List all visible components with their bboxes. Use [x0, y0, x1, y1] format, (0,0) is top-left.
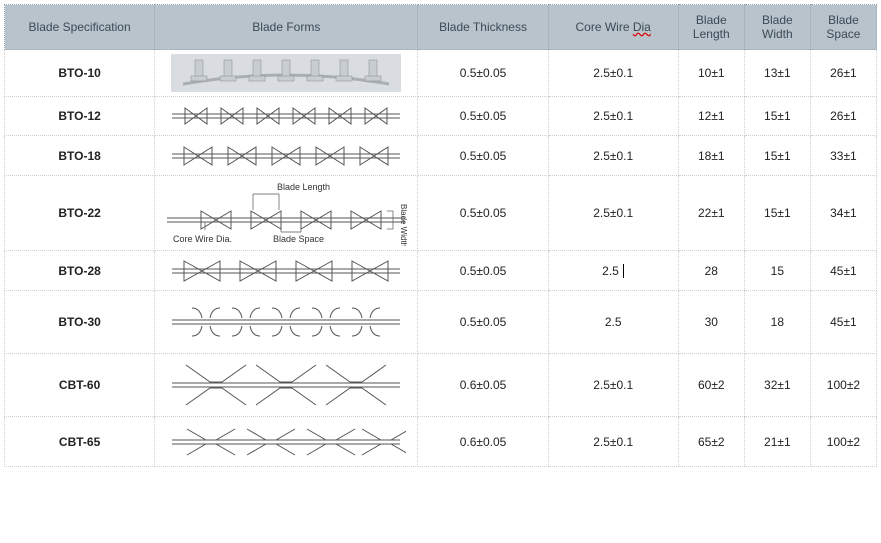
table-row: BTO-12 0.5±0.052.5±0.112±115±126±1	[5, 97, 877, 136]
table-row: BTO-10 0.5±0.052.5±0.110±113±126±1	[5, 50, 877, 97]
cell: BTO-18	[5, 136, 155, 176]
cell: 15±1	[744, 136, 810, 176]
cell: BTO-22	[5, 176, 155, 251]
cell: 2.5±0.1	[548, 417, 678, 467]
cell: 45±1	[810, 251, 876, 291]
cell: 0.5±0.05	[418, 291, 548, 354]
blade-spec-table: Blade SpecificationBlade FormsBlade Thic…	[4, 4, 877, 467]
cell: BTO-30	[5, 291, 155, 354]
column-header: Core Wire Dia	[548, 5, 678, 50]
table-row: BTO-22 Blade Length Core Wire Dia. Blade…	[5, 176, 877, 251]
table-row: BTO-28 0.5±0.052.5 281545±1	[5, 251, 877, 291]
blade-form-diagram	[155, 354, 418, 417]
svg-text:Blade Width: Blade Width	[399, 204, 408, 246]
cell: 15±1	[744, 176, 810, 251]
header-row: Blade SpecificationBlade FormsBlade Thic…	[5, 5, 877, 50]
cell: 13±1	[744, 50, 810, 97]
blade-form-diagram	[155, 136, 418, 176]
cell: 18	[744, 291, 810, 354]
cell: 0.6±0.05	[418, 354, 548, 417]
cell: 2.5±0.1	[548, 354, 678, 417]
cell: 32±1	[744, 354, 810, 417]
cell: 45±1	[810, 291, 876, 354]
cell: 34±1	[810, 176, 876, 251]
cell: CBT-60	[5, 354, 155, 417]
cell: 15	[744, 251, 810, 291]
svg-text:Core Wire Dia.: Core Wire Dia.	[173, 234, 232, 244]
cell: 15±1	[744, 97, 810, 136]
cell: 0.6±0.05	[418, 417, 548, 467]
cell: 100±2	[810, 354, 876, 417]
cell: 33±1	[810, 136, 876, 176]
column-header: Blade Length	[678, 5, 744, 50]
cell: BTO-12	[5, 97, 155, 136]
cell: 0.5±0.05	[418, 251, 548, 291]
table-row: CBT-60 0.6±0.052.5±0.160±232±1100±2	[5, 354, 877, 417]
cell: 2.5	[548, 291, 678, 354]
cell: 0.5±0.05	[418, 50, 548, 97]
column-header: Blade Space	[810, 5, 876, 50]
blade-form-diagram	[155, 251, 418, 291]
cell: 2.5±0.1	[548, 136, 678, 176]
cell: 0.5±0.05	[418, 97, 548, 136]
svg-text:Blade Space: Blade Space	[273, 234, 324, 244]
cell: 0.5±0.05	[418, 136, 548, 176]
blade-form-diagram	[155, 50, 418, 97]
column-header: Blade Thickness	[418, 5, 548, 50]
cell: 2.5±0.1	[548, 50, 678, 97]
table-row: BTO-18 0.5±0.052.5±0.118±115±133±1	[5, 136, 877, 176]
cell: BTO-10	[5, 50, 155, 97]
cell: CBT-65	[5, 417, 155, 467]
column-header: Blade Forms	[155, 5, 418, 50]
cell: 22±1	[678, 176, 744, 251]
cell: 0.5±0.05	[418, 176, 548, 251]
column-header: Blade Specification	[5, 5, 155, 50]
blade-form-diagram: Blade Length Core Wire Dia. Blade Space …	[155, 176, 418, 251]
cell: 2.5	[548, 251, 678, 291]
table-row: CBT-65 0.6±0.052.5±0.165±221±1100±2	[5, 417, 877, 467]
cell: 26±1	[810, 50, 876, 97]
blade-form-diagram	[155, 291, 418, 354]
svg-text:Blade Length: Blade Length	[277, 182, 330, 192]
cell: 18±1	[678, 136, 744, 176]
cell: 100±2	[810, 417, 876, 467]
cell: 10±1	[678, 50, 744, 97]
cell: 60±2	[678, 354, 744, 417]
cell: 21±1	[744, 417, 810, 467]
blade-form-diagram	[155, 97, 418, 136]
cell: 26±1	[810, 97, 876, 136]
column-header: Blade Width	[744, 5, 810, 50]
table-row: BTO-30	[5, 291, 877, 354]
cell: 30	[678, 291, 744, 354]
cell: 2.5±0.1	[548, 97, 678, 136]
cell: 12±1	[678, 97, 744, 136]
cell: 65±2	[678, 417, 744, 467]
cell: 2.5±0.1	[548, 176, 678, 251]
cell: BTO-28	[5, 251, 155, 291]
cell: 28	[678, 251, 744, 291]
blade-form-diagram	[155, 417, 418, 467]
